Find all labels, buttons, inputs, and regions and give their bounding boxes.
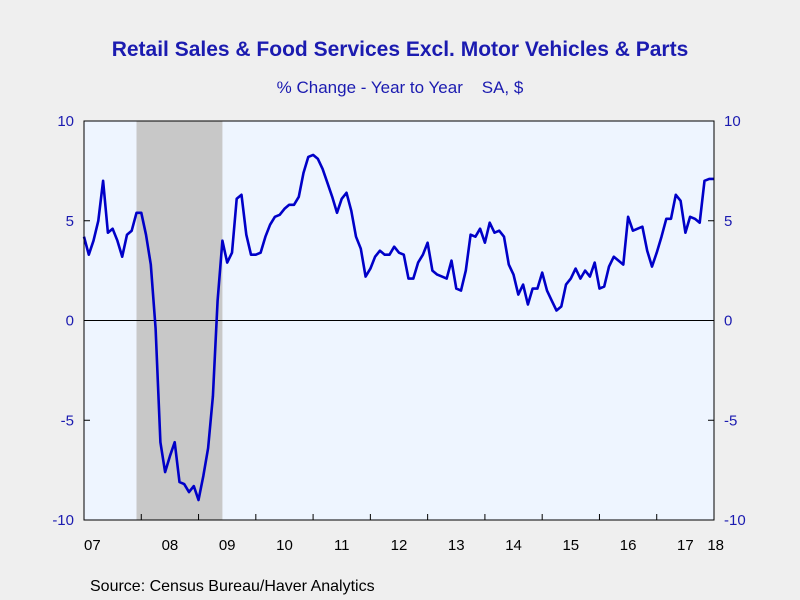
y-tick-label-right: 0	[724, 313, 732, 330]
chart-title: Retail Sales & Food Services Excl. Motor…	[111, 38, 689, 61]
y-tick-label-right: -10	[724, 512, 746, 529]
x-tick-label: 12	[391, 537, 408, 554]
x-tick-label: 10	[276, 537, 293, 554]
x-tick-label: 08	[162, 537, 179, 554]
x-tick-label: 09	[219, 537, 236, 554]
x-tick-label: 13	[448, 537, 465, 554]
source-note: Source: Census Bureau/Haver Analytics	[90, 578, 375, 595]
y-tick-label-left: -5	[61, 412, 74, 429]
y-tick-label-right: -5	[724, 412, 737, 429]
x-tick-label: 17	[677, 537, 694, 554]
y-tick-label-left: 10	[57, 113, 74, 130]
y-tick-label-left: 5	[66, 213, 74, 230]
x-tick-label: 15	[562, 537, 579, 554]
y-tick-label-right: 10	[724, 113, 741, 130]
y-tick-label-left: -10	[52, 512, 74, 529]
y-tick-label-right: 5	[724, 213, 732, 230]
x-tick-label: 18	[707, 537, 724, 554]
x-tick-label: 16	[620, 537, 637, 554]
x-tick-label: 14	[505, 537, 522, 554]
x-tick-label: 11	[334, 537, 350, 554]
series-line-0	[82, 153, 714, 502]
x-tick-label: 07	[84, 537, 101, 554]
chart-subtitle: % Change - Year to Year SA, $	[276, 78, 524, 97]
y-tick-label-left: 0	[66, 313, 74, 330]
